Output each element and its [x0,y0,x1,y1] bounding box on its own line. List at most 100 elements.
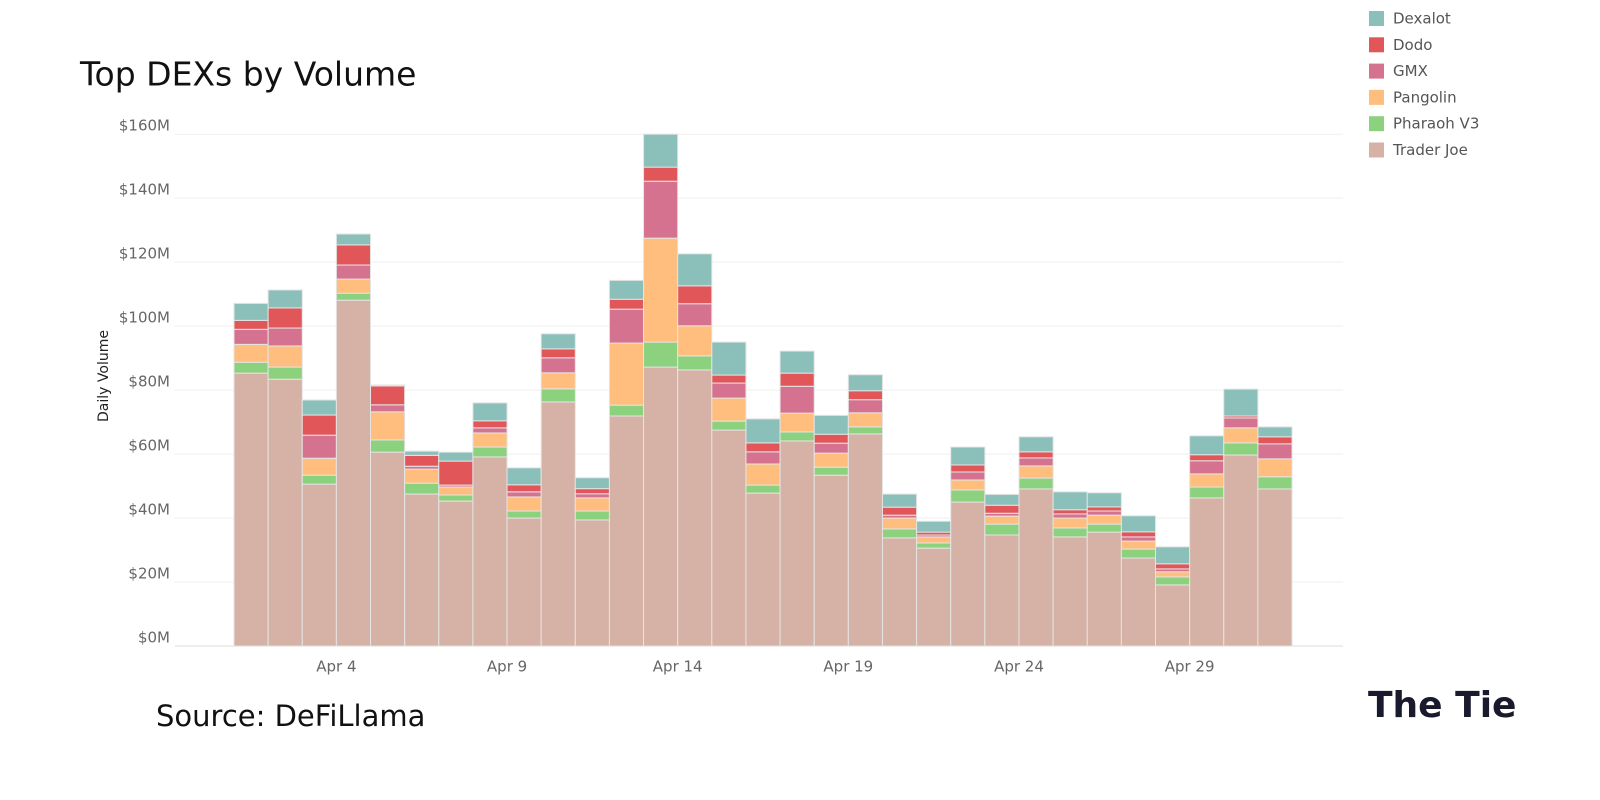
bar-segment [950,471,986,481]
bar-segment [233,328,269,345]
bar-segment [335,278,372,294]
bar-segment [540,388,576,403]
y-tick-label: $140M [119,181,170,199]
bar-segment [574,497,610,512]
bar-segment [370,411,406,441]
bar-segment [813,433,849,444]
bar-segment [1189,497,1225,647]
bar-segment [779,372,815,387]
bar-segment [574,510,610,521]
bar-segment [540,333,576,350]
bar-segment [813,474,849,647]
bar-segment [301,399,337,416]
bar-segment [1086,523,1122,533]
bar-segment [847,426,883,435]
bar-segment [745,492,781,647]
bar-segment [574,488,610,495]
bar-segment [267,289,303,309]
bar-segment [677,325,713,357]
bar-segment [1018,457,1054,467]
bar-segment [608,342,645,406]
bar-segment [1018,488,1054,647]
bar-segment [745,442,781,453]
bar-segment [1086,514,1122,525]
y-tick-label: $0M [138,629,170,647]
logo: The Tie [1368,685,1516,726]
bar-segment [301,434,337,459]
bar-segment [506,496,542,512]
x-tick-label: Apr 9 [487,658,527,676]
bar-segment [1223,427,1259,444]
bar-segment [711,429,747,647]
bar-segment [1120,531,1157,538]
bar-segment [677,355,713,371]
bar-segment [847,399,883,414]
bar-segment [472,456,508,647]
bar-segment [813,466,849,476]
bar-segment [643,133,679,168]
bar-segment [745,418,781,444]
x-tick-label: Apr 29 [1165,658,1215,676]
bar-segment [472,420,508,429]
bar-segment [950,464,986,473]
bar-segment [335,292,372,301]
bar-segment [984,515,1020,525]
bar-segment [438,451,474,462]
bar-segment [745,463,781,486]
bar-segment [1052,527,1088,538]
bar-segment [301,474,337,485]
y-tick-label: $160M [119,117,170,135]
bar-segment [813,414,849,435]
bar-segment [370,404,406,413]
source: Source: DeFiLlama [156,699,425,733]
bar-segment [779,350,815,374]
bar-segment [438,500,474,647]
bar-segment [984,504,1020,514]
bar-segment [881,528,918,539]
bar-segment [984,534,1020,647]
x-tick-label: Apr 4 [316,658,356,676]
bar-segment [950,489,986,503]
bar-segment [472,402,508,422]
x-tick-label: Apr 19 [823,658,873,676]
bar-segment [1257,436,1293,445]
bar-segment [335,233,372,246]
bar-segment [335,299,372,647]
bar-segment [608,415,645,647]
bar-segment [1189,454,1225,462]
bar-segment [643,180,679,239]
bar-segment [404,493,440,647]
bar-segment [1052,517,1088,529]
bar-segment [438,494,474,502]
bar-segment [1155,563,1191,570]
legend-label: Pangolin [1393,88,1457,106]
bar-segment [916,520,952,533]
y-axis-label: Daily Volume [96,330,112,422]
bar-segment [301,414,337,436]
bar-segment [643,341,679,368]
bar-segment [745,451,781,465]
y-tick-label: $20M [128,565,170,583]
bar-segment [1155,576,1191,586]
bar-segment [1189,460,1225,475]
bar-segment [370,439,406,453]
bar-segment [847,374,883,392]
bar-segment [233,302,269,321]
bar-segment [506,484,542,493]
bar-segment [677,285,713,305]
bar-segment [711,382,747,399]
bar-segment [1120,536,1157,542]
y-tick-label: $100M [119,309,170,327]
bar-segment [984,523,1020,536]
bar-segment [1120,515,1157,533]
bar-segment [267,307,303,329]
y-tick-label: $40M [128,501,170,519]
x-tick-label: Apr 14 [653,658,703,676]
bar-segment [950,446,986,466]
bar-segment [1018,465,1054,479]
bar-segment [1257,443,1293,460]
bar-segment [847,433,883,647]
bar-segment [1086,506,1122,512]
legend-label: Pharaoh V3 [1393,115,1479,133]
bar-segment [847,412,883,428]
